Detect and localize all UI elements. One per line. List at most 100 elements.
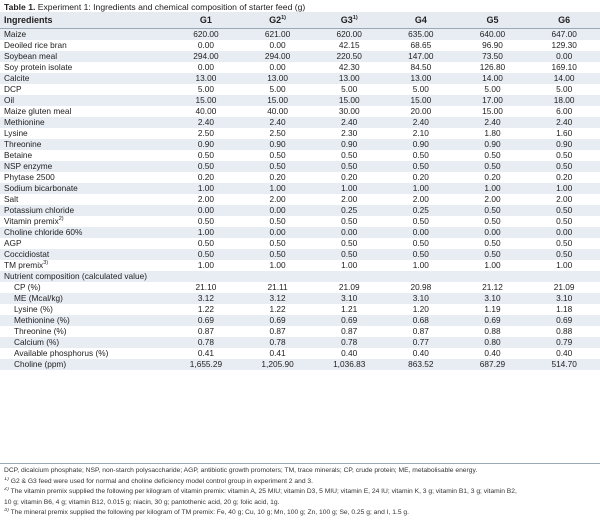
row-label: TM premix: [4, 260, 44, 270]
value-cell: 0.41: [197, 348, 214, 358]
table-row: NSP enzyme 0.50 0.50 0.50 0.50 0.50 0.50: [0, 161, 600, 172]
row-label-cell: TM premix3): [0, 260, 170, 271]
row-label-cell: AGP: [0, 238, 170, 249]
value-cell: 0.90: [484, 139, 501, 149]
value-cell: 169.10: [551, 62, 577, 72]
row-label: Sodium bicarbonate: [4, 183, 78, 193]
value-cell: 17.00: [482, 95, 503, 105]
value-cell: 1.00: [197, 183, 214, 193]
value-cell: 1.00: [484, 260, 501, 270]
row-label: Choline chloride 60%: [4, 227, 83, 237]
value-cell: 0.79: [556, 337, 573, 347]
column-header-g3: G31): [313, 12, 385, 29]
row-label-cell: Oil: [0, 95, 170, 106]
value-cell: 2.40: [341, 117, 358, 127]
value-cell: [385, 271, 457, 282]
value-cell: 0.69: [484, 315, 501, 325]
value-cell: 0.50: [197, 216, 214, 226]
value-cell: 0.00: [556, 227, 573, 237]
value-cell: 1.00: [556, 260, 573, 270]
table-row: Threonine 0.90 0.90 0.90 0.90 0.90 0.90: [0, 139, 600, 150]
value-cell: 1,655.29: [189, 359, 223, 369]
value-cell: 0.50: [556, 238, 573, 248]
value-cell: 1.60: [556, 128, 573, 138]
value-cell: 1.00: [269, 183, 286, 193]
value-cell: 2.40: [197, 117, 214, 127]
column-header-label: G5: [486, 15, 499, 25]
value-cell: 21.10: [195, 282, 217, 292]
value-cell: 620.00: [336, 29, 362, 39]
table-row: Potassium chloride 0.00 0.00 0.25 0.25 0.50 0.…: [0, 205, 600, 216]
value-cell: 0.50: [484, 150, 501, 160]
value-cell: 2.00: [556, 194, 573, 204]
value-cell: 5.00: [341, 84, 358, 94]
value-cell: 21.11: [267, 282, 288, 292]
value-cell: 1.00: [269, 260, 286, 270]
value-cell: 3.12: [269, 293, 286, 303]
row-label-cell: Vitamin premix2): [0, 216, 170, 227]
value-cell: 0.40: [412, 348, 429, 358]
value-cell: 0.50: [484, 249, 501, 259]
value-cell: 863.52: [408, 359, 434, 369]
value-cell: 2.00: [484, 194, 501, 204]
value-cell: 15.00: [267, 95, 288, 105]
footnote-line: 10 g; vitamin B6, 4 g; vitamin B12, 0.01…: [4, 498, 598, 509]
value-cell: 635.00: [408, 29, 434, 39]
value-cell: 0.50: [341, 249, 358, 259]
value-cell: 18.00: [553, 95, 575, 105]
value-cell: 21.09: [553, 282, 575, 292]
value-cell: 1.00: [341, 183, 358, 193]
footnote-text: The vitamin premix supplied the followin…: [8, 488, 517, 495]
value-cell: 0.50: [412, 238, 429, 248]
value-cell: 1.18: [556, 304, 573, 314]
row-label-cell: Maize: [0, 29, 170, 41]
table-row: Betaine 0.50 0.50 0.50 0.50 0.50 0.50: [0, 150, 600, 161]
column-header-label: G1: [199, 15, 212, 25]
table-caption-label: Table 1.: [4, 2, 36, 12]
value-cell: 3.12: [197, 293, 214, 303]
row-label: Lysine: [4, 128, 28, 138]
value-cell: 0.50: [269, 249, 286, 259]
table-row: Choline chloride 60% 1.00 0.00 0.00 0.00 0.00…: [0, 227, 600, 238]
table-row: ME (Mcal/kg) 3.12 3.12 3.10 3.10 3.10 3.10: [0, 293, 600, 304]
value-cell: 0.00: [484, 227, 501, 237]
value-cell: 647.00: [551, 29, 577, 39]
value-cell: 0.50: [341, 161, 358, 171]
value-cell: 40.00: [195, 106, 217, 116]
row-label: Calcite: [4, 73, 30, 83]
table-row: Lysine 2.50 2.50 2.30 2.10 1.80 1.60: [0, 128, 600, 139]
value-cell: 20.00: [410, 106, 432, 116]
table-row: TM premix3) 1.00 1.00 1.00 1.00 1.00 1.00: [0, 260, 600, 271]
value-cell: 0.25: [341, 205, 358, 215]
value-cell: 0.20: [341, 172, 358, 182]
value-cell: 0.50: [484, 216, 501, 226]
row-label: Deoiled rice bran: [4, 40, 67, 50]
row-label-cell: Choline chloride 60%: [0, 227, 170, 238]
row-label: Methionine: [4, 117, 45, 127]
footnote-text: G2 & G3 feed were used for normal and ch…: [8, 477, 313, 485]
column-header-g4: G4: [385, 12, 457, 29]
footnote-text: DCP, dicalcium phosphate; NSP, non-starc…: [4, 467, 478, 474]
row-label: Vitamin premix: [4, 216, 59, 226]
footnote-line: 2) The vitamin premix supplied the follo…: [4, 487, 598, 498]
value-cell: 6.00: [556, 106, 573, 116]
table-row: Lysine (%) 1.22 1.22 1.21 1.20 1.19 1.18: [0, 304, 600, 315]
value-cell: 2.40: [412, 117, 429, 127]
column-header-label: Ingredients: [4, 15, 53, 25]
value-cell: 0.90: [412, 139, 429, 149]
table-row: Methionine 2.40 2.40 2.40 2.40 2.40 2.40: [0, 117, 600, 128]
table-row: Soybean meal 294.00 294.00 220.50 147.00 73.5…: [0, 51, 600, 62]
value-cell: 42.30: [338, 62, 360, 72]
value-cell: 0.00: [412, 227, 429, 237]
value-cell: 1.00: [412, 260, 429, 270]
row-label-cell: Calcite: [0, 73, 170, 84]
value-cell: [457, 271, 529, 282]
value-cell: 687.29: [479, 359, 506, 369]
value-cell: 0.00: [197, 205, 214, 215]
value-cell: 0.40: [341, 348, 358, 358]
table-row: Salt 2.00 2.00 2.00 2.00 2.00 2.00: [0, 194, 600, 205]
table-row: Threonine (%) 0.87 0.87 0.87 0.87 0.88 0.88: [0, 326, 600, 337]
value-cell: 0.00: [269, 227, 286, 237]
value-cell: 0.50: [412, 249, 429, 259]
row-label: Threonine (%): [14, 326, 67, 336]
